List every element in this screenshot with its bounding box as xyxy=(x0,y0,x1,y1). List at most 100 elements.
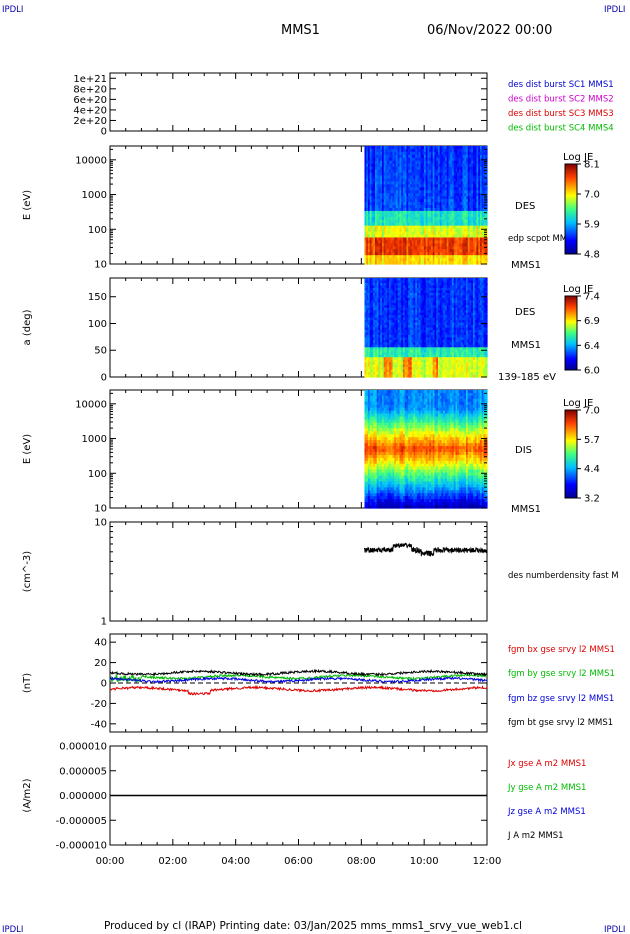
des-energy-cell xyxy=(415,160,418,165)
des-energy-cell xyxy=(395,234,399,239)
des-energy-cell xyxy=(390,157,394,162)
des-energy-cell xyxy=(378,151,381,156)
des-energy-cell xyxy=(399,196,402,200)
des-energy-cell xyxy=(441,234,444,239)
des-energy-cell xyxy=(422,166,425,171)
des-energy-cell xyxy=(402,205,406,209)
des-energy-cell xyxy=(427,166,430,171)
des-energy-cell xyxy=(404,187,408,191)
des-energy-cell xyxy=(401,193,404,197)
des-energy-cell xyxy=(402,219,406,224)
des-energy-cell xyxy=(376,207,380,212)
des-energy-cell xyxy=(366,210,369,215)
des-energy-cell xyxy=(369,249,373,253)
des-energy-cell xyxy=(436,243,439,247)
des-energy-cell xyxy=(425,249,429,253)
des-energy-cell xyxy=(443,228,446,233)
des-energy-cell xyxy=(434,237,437,241)
des-energy-cell xyxy=(369,216,373,221)
des-energy-cell xyxy=(409,255,413,259)
des-energy-cell xyxy=(420,178,423,182)
des-energy-cell xyxy=(371,146,374,150)
des-energy-cell xyxy=(423,225,427,230)
des-energy-cell xyxy=(430,222,434,227)
des-energy-cell xyxy=(422,202,425,206)
des-energy-cell xyxy=(420,169,423,174)
des-energy-cell xyxy=(427,237,430,241)
des-energy-cell xyxy=(380,160,383,165)
des-energy-cell xyxy=(423,222,427,227)
des-energy-cell xyxy=(376,240,380,244)
des-energy-cell xyxy=(404,146,408,150)
des-energy-cell xyxy=(397,216,401,221)
des-energy-cell xyxy=(420,246,423,250)
des-energy-cell xyxy=(441,169,444,174)
des-energy-cell xyxy=(430,160,434,165)
des-energy-cell xyxy=(392,237,395,241)
des-energy-cell xyxy=(381,237,385,241)
des-energy-cell xyxy=(366,151,369,156)
des-energy-cell xyxy=(392,243,395,247)
des-energy-cell xyxy=(436,184,439,188)
des-energy-cell xyxy=(395,146,399,150)
des-energy-cell xyxy=(415,163,418,168)
des-energy-cell xyxy=(443,243,446,247)
des-energy-cell xyxy=(408,234,411,239)
des-energy-cell xyxy=(427,228,430,233)
des-energy-cell xyxy=(429,237,432,241)
des-energy-cell xyxy=(394,225,397,230)
des-energy-cell xyxy=(429,193,432,197)
des-energy-cell xyxy=(418,261,422,265)
des-energy-cell xyxy=(408,187,411,191)
des-energy-cell xyxy=(420,148,423,153)
des-energy-cell xyxy=(441,205,444,209)
des-energy-cell xyxy=(374,175,378,180)
des-energy-cell xyxy=(385,169,388,174)
des-energy-cell xyxy=(404,190,408,194)
des-energy-cell xyxy=(439,202,443,206)
des-energy-cell xyxy=(380,146,383,150)
des-energy-cell xyxy=(385,213,388,218)
des-energy-cell xyxy=(392,160,395,165)
des-energy-cell xyxy=(395,213,399,218)
des-energy-cell xyxy=(397,207,401,212)
des-energy-cell xyxy=(441,202,444,206)
des-energy-cell xyxy=(425,172,429,177)
des-energy-cell xyxy=(397,146,401,150)
des-energy-cell xyxy=(411,240,415,244)
des-energy-cell xyxy=(388,169,392,174)
des-energy-cell xyxy=(430,187,434,191)
des-energy-cell xyxy=(366,146,369,150)
des-energy-cell xyxy=(427,181,430,185)
des-energy-cell xyxy=(434,231,437,236)
des-energy-cell xyxy=(429,234,432,239)
des-energy-cell xyxy=(366,222,369,227)
des-energy-cell xyxy=(423,231,427,236)
des-energy-cell xyxy=(434,148,437,153)
des-energy-cell xyxy=(408,213,411,218)
des-energy-cell xyxy=(397,243,401,247)
des-energy-cell xyxy=(385,255,388,259)
des-energy-cell xyxy=(432,166,436,171)
des-energy-cell xyxy=(380,258,383,262)
des-energy-cell xyxy=(397,193,401,197)
des-energy-cell xyxy=(441,213,444,218)
des-energy-cell xyxy=(364,234,367,239)
des-energy-cell xyxy=(394,255,397,259)
des-energy-cell xyxy=(371,240,374,244)
des-energy-cell xyxy=(367,210,371,215)
des-energy-cell xyxy=(367,190,371,194)
des-energy-cell xyxy=(394,172,397,177)
des-energy-cell xyxy=(423,184,427,188)
des-energy-cell xyxy=(443,163,446,168)
des-energy-cell xyxy=(366,261,369,265)
des-energy-cell xyxy=(430,225,434,230)
des-energy-cell xyxy=(364,237,367,241)
des-energy-cell xyxy=(376,255,380,259)
des-energy-cell xyxy=(367,225,371,230)
des-energy-cell xyxy=(366,196,369,200)
des-energy-cell xyxy=(392,178,395,182)
des-energy-cell xyxy=(399,178,402,182)
des-energy-cell xyxy=(402,160,406,165)
des-energy-cell xyxy=(381,219,385,224)
